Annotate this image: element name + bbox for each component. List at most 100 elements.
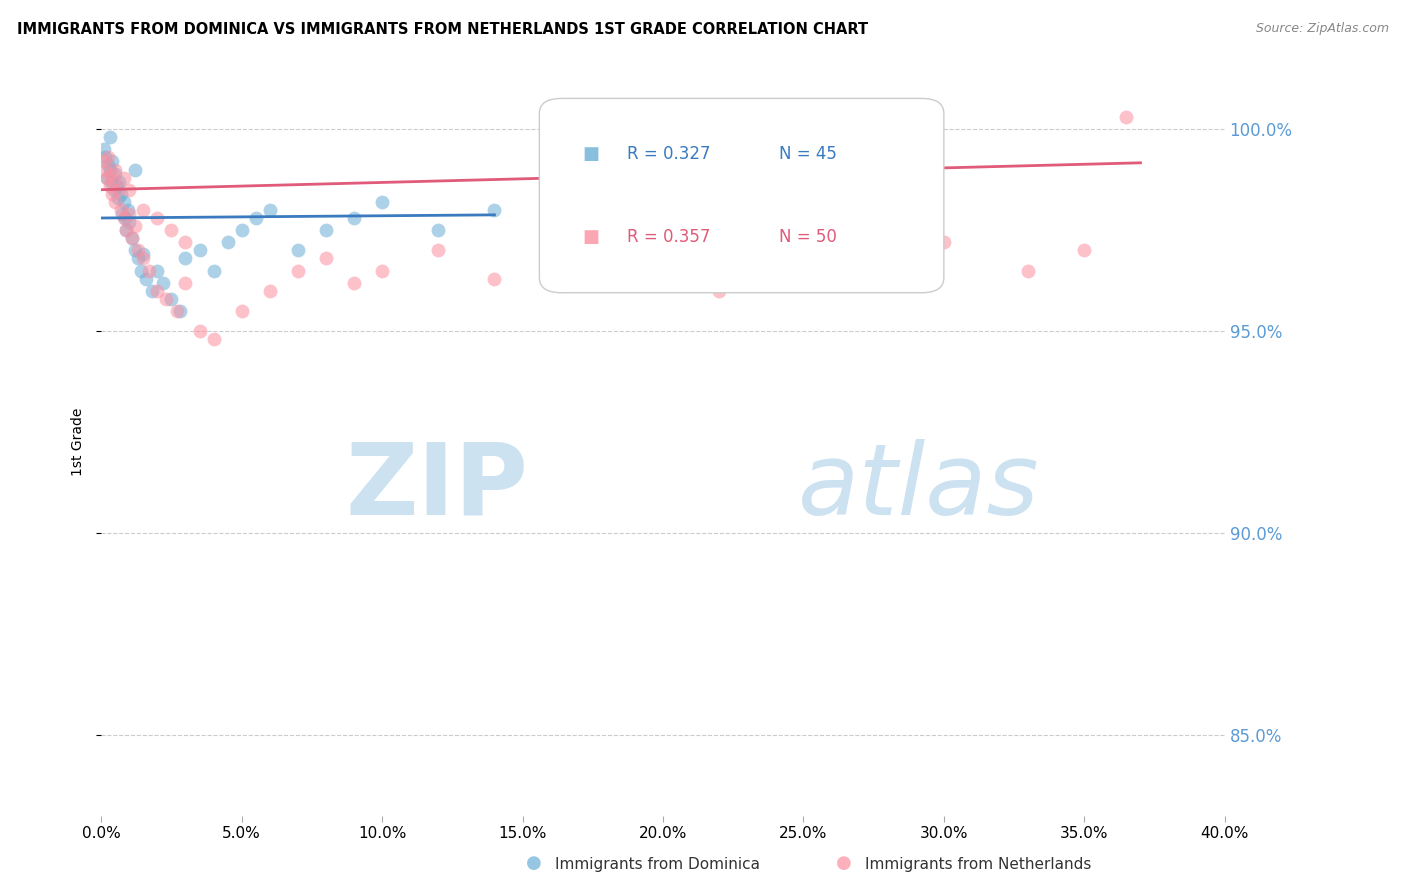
Point <box>97 150 120 164</box>
Point <box>141 284 163 298</box>
Point <box>104 162 127 177</box>
Text: R = 0.357: R = 0.357 <box>627 227 710 245</box>
Point <box>315 252 337 266</box>
Point <box>876 252 898 266</box>
Point <box>259 202 281 217</box>
Point <box>93 142 115 156</box>
Point <box>169 304 191 318</box>
Point <box>707 284 730 298</box>
Text: N = 50: N = 50 <box>779 227 837 245</box>
Text: ZIP: ZIP <box>346 439 529 535</box>
Point <box>108 175 131 189</box>
Point <box>98 178 121 193</box>
Point <box>188 324 211 338</box>
Point <box>174 252 197 266</box>
Point <box>138 263 160 277</box>
Text: atlas: atlas <box>797 439 1039 535</box>
Point <box>115 223 138 237</box>
Point <box>202 263 225 277</box>
Point <box>160 223 183 237</box>
Point <box>110 202 132 217</box>
Point <box>118 207 141 221</box>
Text: R = 0.327: R = 0.327 <box>627 145 710 163</box>
Text: IMMIGRANTS FROM DOMINICA VS IMMIGRANTS FROM NETHERLANDS 1ST GRADE CORRELATION CH: IMMIGRANTS FROM DOMINICA VS IMMIGRANTS F… <box>17 22 868 37</box>
Point <box>112 194 135 209</box>
Point <box>105 178 128 193</box>
Point <box>792 263 814 277</box>
Point <box>484 202 506 217</box>
Point <box>1017 263 1039 277</box>
Point <box>121 231 143 245</box>
Point <box>259 284 281 298</box>
Point <box>124 244 146 258</box>
Point <box>146 284 169 298</box>
Point <box>117 202 139 217</box>
Point <box>101 154 124 169</box>
Point <box>188 244 211 258</box>
Point <box>484 271 506 285</box>
Point <box>94 150 117 164</box>
Point <box>932 235 955 250</box>
Point <box>98 130 121 145</box>
Point <box>111 207 134 221</box>
Point <box>315 223 337 237</box>
Point <box>596 263 619 277</box>
Point <box>129 263 152 277</box>
Point <box>652 244 675 258</box>
Point <box>127 252 149 266</box>
Text: Immigrants from Dominica: Immigrants from Dominica <box>555 857 761 872</box>
Point <box>160 292 183 306</box>
Point <box>96 170 118 185</box>
Point <box>118 215 141 229</box>
Text: ●: ● <box>835 855 852 872</box>
Point <box>94 162 117 177</box>
Point <box>93 154 115 169</box>
Point <box>107 183 129 197</box>
Point <box>127 244 149 258</box>
Point <box>343 211 366 225</box>
Text: Immigrants from Netherlands: Immigrants from Netherlands <box>865 857 1091 872</box>
Point <box>100 167 122 181</box>
Text: N = 45: N = 45 <box>779 145 837 163</box>
Point <box>155 292 177 306</box>
Point <box>146 263 169 277</box>
Point <box>166 304 188 318</box>
Point <box>112 211 135 225</box>
Point <box>97 159 120 173</box>
Point <box>217 235 239 250</box>
Point <box>540 252 562 266</box>
Point <box>231 223 253 237</box>
Point <box>104 194 127 209</box>
Point <box>112 170 135 185</box>
Point <box>114 211 136 225</box>
Point <box>104 167 127 181</box>
Point <box>371 194 394 209</box>
Point <box>427 244 450 258</box>
Point <box>132 247 155 261</box>
Point <box>152 276 174 290</box>
Text: ■: ■ <box>582 145 599 163</box>
Point <box>100 175 122 189</box>
Point <box>115 223 138 237</box>
Point <box>103 175 125 189</box>
Point <box>135 271 157 285</box>
Point <box>371 263 394 277</box>
Point <box>174 276 197 290</box>
Point <box>96 170 118 185</box>
Text: Source: ZipAtlas.com: Source: ZipAtlas.com <box>1256 22 1389 36</box>
Point <box>98 162 121 177</box>
Point <box>245 211 267 225</box>
Y-axis label: 1st Grade: 1st Grade <box>72 408 86 476</box>
Point <box>132 252 155 266</box>
Point <box>287 244 309 258</box>
Text: ■: ■ <box>582 227 599 245</box>
Text: ●: ● <box>526 855 543 872</box>
Point <box>202 332 225 346</box>
Point <box>174 235 197 250</box>
Point <box>103 183 125 197</box>
Point <box>1115 110 1137 124</box>
Point <box>146 211 169 225</box>
Point <box>121 231 143 245</box>
Point <box>231 304 253 318</box>
Point <box>427 223 450 237</box>
